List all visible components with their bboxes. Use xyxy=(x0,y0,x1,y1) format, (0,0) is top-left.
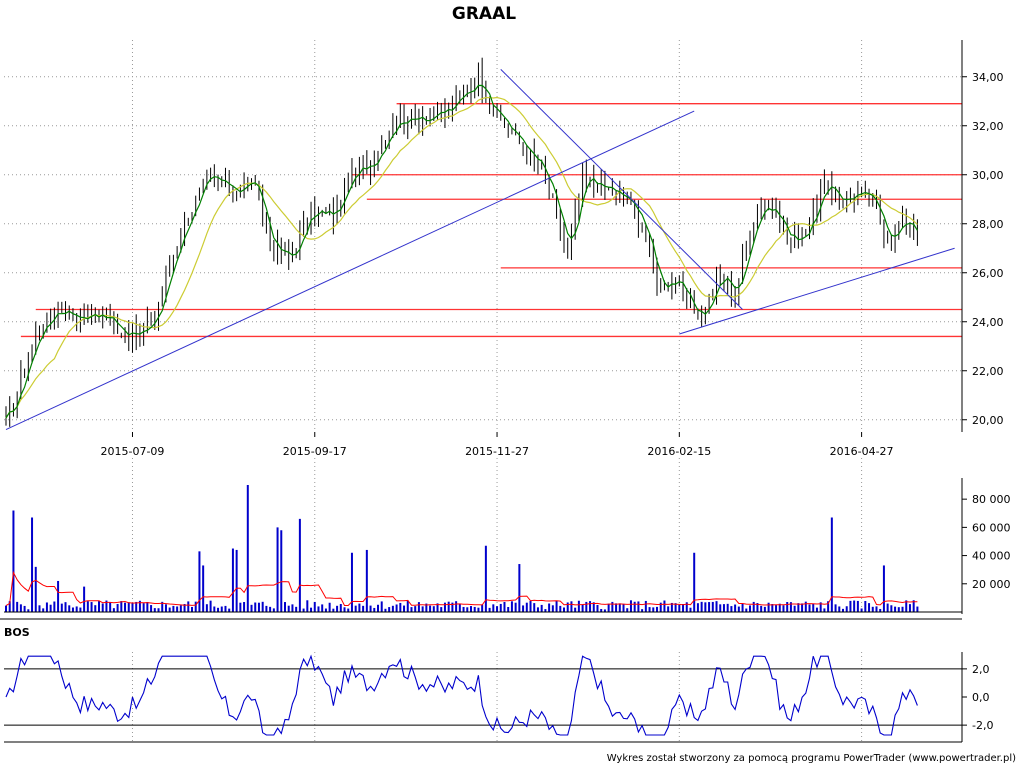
volume-bar-series xyxy=(5,485,919,612)
price-x-ticks: 2015-07-09 2015-09-17 2015-11-27 2016-02-15… xyxy=(101,432,894,458)
volume-y-tick-label: 40 000 xyxy=(972,550,1011,563)
price-y-tick-label: 26,00 xyxy=(972,267,1004,280)
volume-y-tick-label: 20 000 xyxy=(972,578,1011,591)
price-horizontal-levels xyxy=(20,103,962,338)
volume-y-tick-label: 80 000 xyxy=(972,493,1011,506)
price-x-tick-label: 2015-09-17 xyxy=(283,445,347,458)
price-x-tick-label: 2015-11-27 xyxy=(465,445,529,458)
price-grid xyxy=(4,40,962,432)
price-trendlines xyxy=(5,69,955,431)
chart-title: GRAAL xyxy=(452,4,516,24)
price-x-tick-label: 2016-04-27 xyxy=(830,445,894,458)
price-y-tick-label: 28,00 xyxy=(972,218,1004,231)
indicator-y-ticks: -2,0 0,0 2,0 xyxy=(962,663,993,732)
indicator-threshold-lines xyxy=(4,668,962,726)
price-y-tick-label: 20,00 xyxy=(972,414,1004,427)
indicator-y-tick-label: -2,0 xyxy=(972,719,993,732)
price-trendline xyxy=(679,247,955,335)
indicator-y-tick-label: 2,0 xyxy=(972,663,990,676)
sma-fast-line xyxy=(5,84,918,419)
footer-credit: Wykres został stworzony za pomocą progra… xyxy=(607,753,1016,764)
price-y-tick-label: 34,00 xyxy=(972,71,1004,84)
price-y-tick-label: 32,00 xyxy=(972,120,1004,133)
sma-slow-line xyxy=(5,96,918,419)
price-x-tick-label: 2016-02-15 xyxy=(647,445,711,458)
price-trendline xyxy=(5,110,695,431)
indicator-label: BOS xyxy=(4,626,30,639)
price-trendline xyxy=(500,69,743,310)
price-x-tick-label: 2015-07-09 xyxy=(101,445,165,458)
price-y-tick-label: 22,00 xyxy=(972,365,1004,378)
price-y-tick-label: 30,00 xyxy=(972,169,1004,182)
volume-y-ticks: 20 000 40 000 60 000 80 000 xyxy=(962,493,1011,591)
price-y-ticks: 20,00 22,00 24,00 26,00 28,00 30,00 32,00 34,00 xyxy=(962,71,1004,427)
volume-y-tick-label: 60 000 xyxy=(972,521,1011,534)
volume-moving-average-line xyxy=(5,570,918,607)
volume-grid xyxy=(131,458,863,612)
indicator-y-tick-label: 0,0 xyxy=(972,691,990,704)
indicator-line xyxy=(5,654,918,736)
price-y-tick-label: 24,00 xyxy=(972,316,1004,329)
